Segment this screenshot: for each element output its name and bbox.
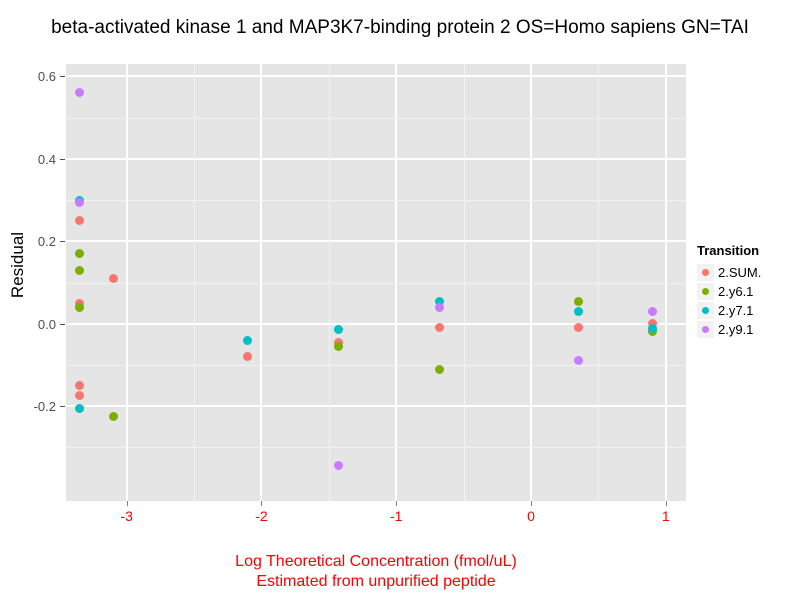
gridline-minor-vertical (598, 64, 600, 501)
legend-items: 2.SUM. 2.y6.1 2.y7.1 2.y9.1 (697, 263, 761, 339)
data-point (647, 306, 657, 316)
gridline-major-vertical (530, 64, 532, 501)
data-point (243, 352, 253, 362)
y-axis-tick-label: 0.0 (37, 316, 56, 332)
legend-item[interactable]: 2.y7.1 (697, 301, 761, 320)
legend-key-swatch (697, 321, 714, 338)
x-axis-title-line2: Estimated from unpurified peptide (256, 573, 496, 590)
x-axis-title-line1: Log Theoretical Concentration (fmol/uL) (235, 553, 517, 570)
y-axis-tick-labels: -0.2 0.0 0.2 0.4 0.6 (0, 0, 56, 600)
data-point (74, 249, 84, 259)
x-axis-tick-mark (531, 501, 532, 506)
legend-item[interactable]: 2.y6.1 (697, 282, 761, 301)
x-axis-tick-label: -3 (120, 508, 133, 524)
data-point (573, 356, 583, 366)
x-axis-title: Log Theoretical Concentration (fmol/uL) … (66, 552, 686, 592)
legend-item[interactable]: 2.y9.1 (697, 320, 761, 339)
y-axis-tick-label: 0.2 (37, 234, 56, 250)
legend-dot-icon (702, 307, 709, 314)
y-axis-tick-mark (60, 76, 65, 78)
legend-item-label: 2.SUM. (718, 265, 762, 280)
data-point (434, 296, 444, 306)
data-point (108, 411, 118, 421)
data-point (434, 302, 444, 312)
gridline-minor-vertical (328, 64, 330, 501)
gridline-major-horizontal (66, 157, 686, 160)
y-axis-tick-mark (60, 406, 65, 408)
gridline-minor-horizontal (66, 200, 686, 202)
plot-panel (66, 64, 686, 501)
x-axis-tick-label: -1 (389, 508, 403, 524)
chart-title: beta-activated kinase 1 and MAP3K7-bindi… (51, 17, 749, 38)
x-axis-tick-mark (126, 501, 128, 506)
legend-key-swatch (697, 264, 714, 281)
gridline-minor-horizontal (66, 364, 686, 366)
legend-dot-icon (702, 326, 709, 333)
legend-item-label: 2.y9.1 (718, 322, 754, 337)
x-axis-tick-label: 0 (527, 508, 535, 524)
gridline-major-horizontal (66, 240, 686, 243)
y-axis-tick-mark (60, 241, 65, 243)
data-point (74, 391, 84, 401)
x-axis-tick-label: 1 (661, 508, 670, 524)
gridline-major-vertical (395, 64, 398, 501)
gridline-major-horizontal (66, 322, 686, 325)
data-point (74, 381, 84, 391)
data-point (647, 319, 657, 329)
gridline-minor-vertical (194, 64, 196, 501)
data-point (243, 335, 253, 345)
data-point (573, 323, 583, 333)
legend-title: Transition (697, 243, 760, 258)
y-axis-title: Residual (8, 231, 27, 299)
gridline-major-horizontal (66, 405, 686, 408)
y-axis-tick-label: 0.6 (37, 69, 56, 85)
legend-dot-icon (702, 269, 709, 276)
gridline-minor-horizontal (66, 447, 686, 449)
y-axis-tick-label: 0.4 (37, 151, 56, 167)
data-point (74, 197, 84, 207)
data-point (434, 323, 444, 333)
data-point (647, 324, 657, 334)
data-point (74, 216, 84, 226)
gridline-minor-horizontal (66, 117, 686, 119)
legend-dot-icon (702, 288, 709, 295)
x-axis-tick-mark (261, 501, 263, 506)
x-axis-tick-mark (396, 501, 398, 506)
gridline-major-vertical (125, 64, 128, 501)
data-point (333, 341, 343, 351)
y-axis-tick-mark (60, 158, 65, 160)
legend-key-swatch (697, 283, 714, 300)
data-point (573, 306, 583, 316)
data-point (74, 88, 84, 98)
data-point (74, 302, 84, 312)
data-point (434, 364, 444, 374)
legend-key-swatch (697, 302, 714, 319)
gridline-major-vertical (664, 64, 667, 501)
gridline-major-vertical (260, 64, 263, 501)
data-point (74, 265, 84, 275)
data-point (108, 273, 118, 283)
legend-item[interactable]: 2.SUM. (697, 263, 761, 282)
x-axis-tick-label: -2 (255, 508, 268, 524)
data-point (333, 325, 343, 335)
x-axis-tick-mark (665, 501, 667, 506)
legend: Transition 2.SUM. 2.y6.1 2.y7.1 2.y9.1 (697, 243, 761, 339)
gridline-minor-vertical (463, 64, 465, 501)
legend-item-label: 2.y6.1 (718, 284, 754, 299)
legend-item-label: 2.y7.1 (718, 303, 754, 318)
y-axis-tick-mark (60, 323, 65, 325)
gridline-major-horizontal (66, 75, 686, 78)
y-axis-tick-label: -0.2 (33, 399, 56, 415)
gridline-minor-horizontal (66, 282, 686, 284)
data-point (573, 296, 583, 306)
data-point (74, 403, 84, 413)
data-point (333, 461, 343, 471)
